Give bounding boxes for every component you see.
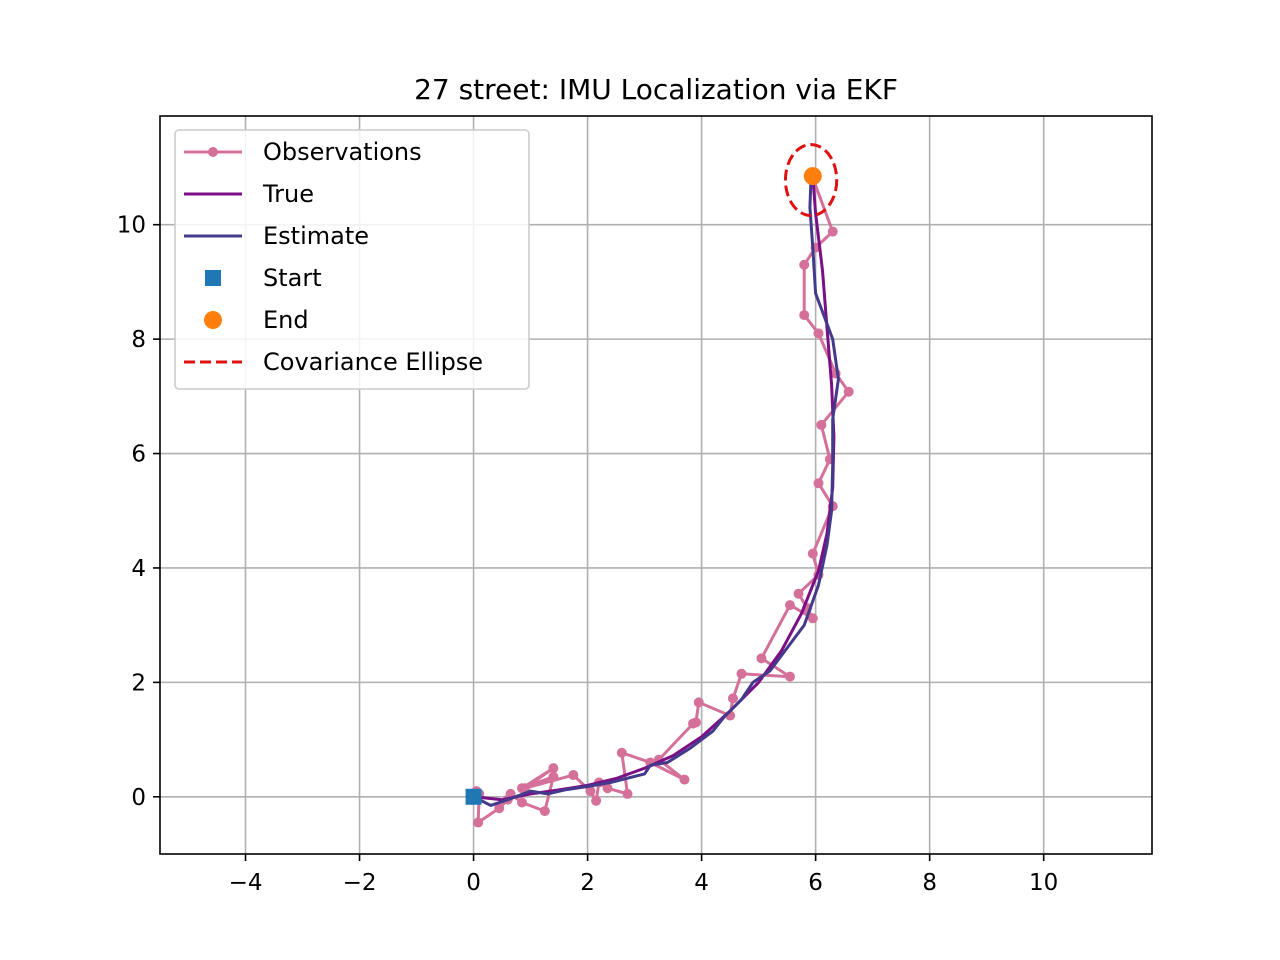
observations-line <box>475 177 851 824</box>
x-tick-label: 6 <box>808 870 823 896</box>
observation-point <box>679 774 690 785</box>
observation-point <box>784 600 795 611</box>
y-tick-label: 4 <box>131 556 146 582</box>
y-tick-label: 2 <box>131 670 146 696</box>
legend-label: True <box>262 180 314 208</box>
y-tick-label: 10 <box>117 213 146 239</box>
legend-label: Start <box>263 264 322 292</box>
observation-point <box>736 668 747 679</box>
observation-point <box>585 786 596 797</box>
observation-point <box>591 795 602 806</box>
end-marker <box>803 167 822 186</box>
estimate-line <box>472 176 840 807</box>
observation-point <box>622 788 633 799</box>
plot-frame <box>159 115 1153 855</box>
observation-point <box>517 797 528 808</box>
legend-label: Covariance Ellipse <box>263 348 483 376</box>
observation-point <box>727 693 738 704</box>
observation-point <box>813 328 824 339</box>
legend-marker-observations <box>208 147 218 157</box>
legend-label: End <box>263 306 309 334</box>
x-tick-label: 10 <box>1029 870 1058 896</box>
x-tick-label: −4 <box>229 870 263 896</box>
observation-point <box>784 671 795 682</box>
observation-point <box>548 763 559 774</box>
y-tick-label: 0 <box>131 785 146 811</box>
x-tick-label: 0 <box>466 870 481 896</box>
observation-point <box>519 783 530 794</box>
legend: Observations True Estimate Start End Covarian… <box>174 129 530 390</box>
x-tick-label: 4 <box>694 870 709 896</box>
legend-box <box>174 129 530 390</box>
observation-point <box>690 717 701 728</box>
covariance-ellipse <box>783 143 839 218</box>
axis-ticks: −4 −2 0 2 4 6 8 10 0 2 4 6 8 10 <box>117 213 1059 896</box>
observation-point <box>816 419 827 430</box>
observation-point <box>756 653 767 664</box>
x-tick-label: 8 <box>922 870 937 896</box>
start-marker <box>465 788 482 805</box>
observation-point <box>793 588 804 599</box>
observation-point <box>602 783 613 794</box>
x-tick-label: 2 <box>580 870 595 896</box>
y-tick-label: 8 <box>131 327 146 353</box>
chart-title: 27 street: IMU Localization via EKF <box>414 73 898 106</box>
observation-point <box>568 770 579 781</box>
x-tick-label: −2 <box>343 870 377 896</box>
observation-point <box>827 226 838 237</box>
legend-swatch-start <box>205 270 221 286</box>
observation-point <box>799 310 810 321</box>
observation-point <box>843 386 854 397</box>
observation-point <box>807 613 818 624</box>
observation-point <box>548 771 559 782</box>
observation-point <box>473 817 484 828</box>
observation-point <box>799 259 810 270</box>
plot-area <box>465 143 854 828</box>
observation-point <box>807 548 818 559</box>
observation-point <box>693 697 704 708</box>
observation-point <box>539 806 550 817</box>
legend-swatch-end <box>204 311 222 329</box>
observation-point <box>494 803 505 814</box>
legend-label: Estimate <box>263 222 369 250</box>
y-tick-label: 6 <box>131 442 146 468</box>
legend-label: Observations <box>263 138 422 166</box>
observation-point <box>813 478 824 489</box>
observation-point <box>616 747 627 758</box>
